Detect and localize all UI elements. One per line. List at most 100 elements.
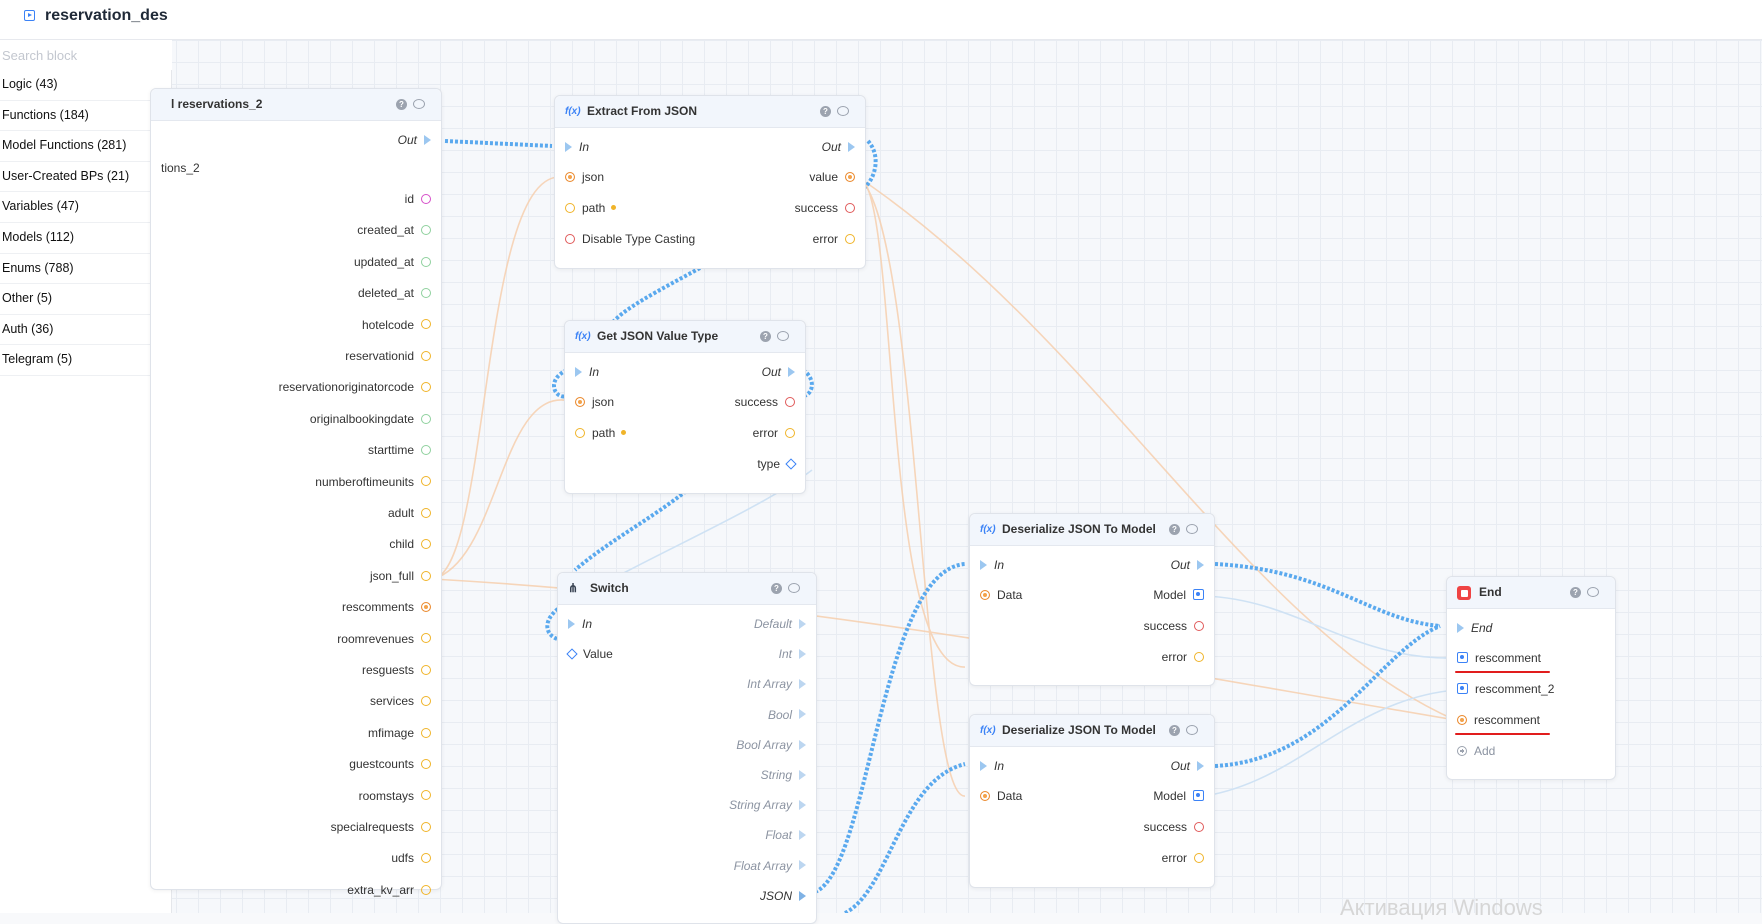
field-pin[interactable] [421, 193, 431, 204]
exec-out-pin[interactable] [799, 860, 806, 871]
category-enums[interactable]: Enums (788) [0, 254, 171, 285]
field-pin-row[interactable]: child [389, 535, 431, 553]
exec-out-pin[interactable] [1197, 559, 1204, 570]
value-pin[interactable] [566, 648, 578, 660]
json-pin[interactable] [575, 396, 585, 407]
exec-out-pin[interactable] [799, 679, 806, 690]
help-icon[interactable]: ? [771, 583, 782, 594]
field-pin[interactable] [421, 256, 431, 267]
exec-out-pin[interactable] [424, 134, 431, 145]
field-pin[interactable] [421, 696, 431, 707]
exec-out-pin[interactable] [788, 366, 795, 377]
exec-out-pin[interactable] [848, 141, 855, 152]
field-pin[interactable] [421, 445, 431, 456]
field-pin-row[interactable]: extra_kv_arr [347, 881, 431, 899]
exec-in-pin[interactable] [565, 141, 572, 152]
pin-out[interactable]: Out [1171, 757, 1204, 775]
node-deserialize-json-1[interactable]: f(x) Deserialize JSON To Model ? In Out … [969, 513, 1215, 686]
exec-in-pin[interactable] [980, 760, 987, 771]
exec-out-pin[interactable] [799, 709, 806, 720]
field-pin-row[interactable]: numberoftimeunits [315, 473, 431, 491]
node-end[interactable]: End ? End rescomment rescomment_2 rescom… [1446, 576, 1616, 780]
pin-disable-type-casting[interactable]: Disable Type Casting [565, 230, 695, 248]
path-pin[interactable] [575, 427, 585, 438]
pin-out[interactable]: Out [1171, 556, 1204, 574]
exec-in-pin[interactable] [568, 618, 575, 629]
field-pin[interactable] [421, 225, 431, 236]
pin-end[interactable]: End [1457, 619, 1492, 637]
pin-out[interactable]: Out [822, 138, 855, 156]
pin-data[interactable]: Data [980, 787, 1022, 805]
help-icon[interactable]: ? [1169, 524, 1180, 535]
field-pin-row[interactable]: json_full [370, 567, 431, 585]
pin-error[interactable]: error [813, 230, 855, 248]
switch-output-row[interactable]: Int Array [747, 675, 806, 693]
pin-success[interactable]: success [1144, 818, 1204, 836]
exec-in-pin[interactable] [575, 366, 582, 377]
field-pin[interactable] [421, 790, 431, 801]
switch-output-row[interactable]: Float [765, 826, 806, 844]
pin-model[interactable]: Model [1153, 586, 1204, 604]
exec-out-pin[interactable] [799, 769, 806, 780]
field-pin-row[interactable]: specialrequests [331, 818, 431, 836]
field-pin-row[interactable]: reservationid [345, 347, 431, 365]
help-icon[interactable]: ? [1169, 725, 1180, 736]
field-pin-row[interactable]: updated_at [354, 253, 431, 271]
field-pin[interactable] [421, 664, 431, 675]
exec-in-pin[interactable] [1457, 622, 1464, 633]
node-reservations[interactable]: l reservations_2 ? Out tions_2 id created… [150, 88, 442, 897]
exec-out-pin[interactable] [799, 739, 806, 750]
comment-icon[interactable] [1186, 524, 1198, 534]
success-pin[interactable] [845, 202, 855, 213]
help-icon[interactable]: ? [1570, 587, 1581, 598]
success-pin[interactable] [1194, 620, 1204, 631]
field-pin[interactable] [421, 633, 431, 644]
pin-success[interactable]: success [735, 393, 795, 411]
model-pin[interactable] [1457, 683, 1468, 695]
pin-json[interactable]: json [575, 393, 614, 411]
field-pin-row[interactable]: originalbookingdate [310, 410, 431, 428]
node-extract-from-json[interactable]: f(x) Extract From JSON ? In Out json val… [554, 95, 866, 269]
model-pin[interactable] [1193, 790, 1204, 802]
success-pin[interactable] [1194, 821, 1204, 832]
field-pin[interactable] [421, 884, 431, 895]
pin-out[interactable]: Out [762, 363, 795, 381]
field-pin[interactable] [421, 413, 431, 424]
exec-out-pin[interactable] [799, 890, 806, 901]
type-pin[interactable] [785, 458, 797, 470]
pin-rescomment-3[interactable]: rescomment [1457, 711, 1540, 729]
category-auth[interactable]: Auth (36) [0, 315, 171, 346]
model-pin[interactable] [1457, 652, 1468, 664]
comment-icon[interactable] [788, 583, 800, 593]
pin-path[interactable]: path [575, 424, 627, 442]
category-functions[interactable]: Functions (184) [0, 101, 171, 132]
exec-out-pin[interactable] [799, 830, 806, 841]
field-pin-row[interactable]: created_at [357, 221, 431, 239]
error-pin[interactable] [845, 233, 855, 244]
field-pin-row[interactable]: adult [388, 504, 431, 522]
switch-output-row[interactable]: String Array [729, 796, 806, 814]
search-block-input[interactable] [0, 40, 172, 70]
category-model-functions[interactable]: Model Functions (281) [0, 131, 171, 162]
field-pin[interactable] [421, 288, 431, 299]
pin-in[interactable]: In [565, 138, 589, 156]
data-pin[interactable] [980, 790, 990, 801]
category-telegram[interactable]: Telegram (5) [0, 345, 171, 376]
error-pin[interactable] [1194, 852, 1204, 863]
category-logic[interactable]: Logic (43) [0, 70, 171, 101]
pin-data[interactable]: Data [980, 586, 1022, 604]
field-pin-row[interactable]: id [405, 190, 431, 208]
field-pin-row[interactable]: starttime [368, 441, 431, 459]
pin-type[interactable]: type [757, 455, 797, 473]
field-pin[interactable] [421, 570, 431, 581]
field-pin-row[interactable]: hotelcode [362, 316, 431, 334]
switch-output-row[interactable]: Default [754, 615, 806, 633]
exec-out-pin[interactable] [799, 800, 806, 811]
field-pin[interactable] [421, 853, 431, 864]
field-pin[interactable] [421, 727, 431, 738]
help-icon[interactable]: ? [820, 106, 831, 117]
switch-output-row[interactable]: String [761, 766, 806, 784]
node-deserialize-json-2[interactable]: f(x) Deserialize JSON To Model ? In Out … [969, 714, 1215, 888]
field-pin-row[interactable]: deleted_at [358, 284, 431, 302]
pin-json[interactable]: json [565, 168, 604, 186]
